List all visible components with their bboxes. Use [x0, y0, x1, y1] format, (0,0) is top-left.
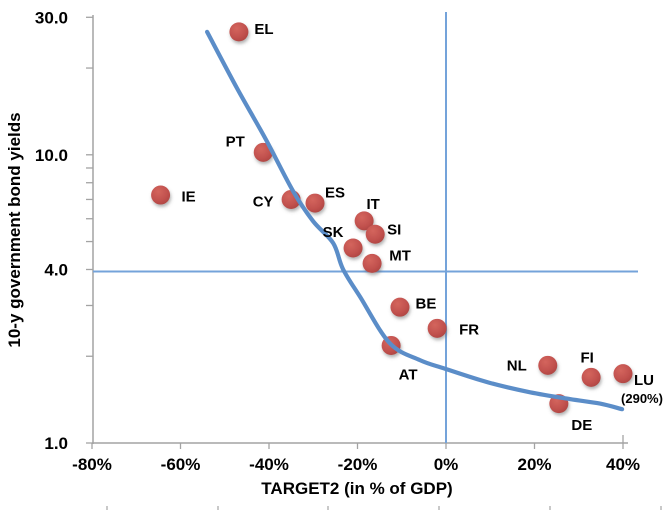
point-label-IE: IE — [181, 188, 195, 205]
x-tick-label: 0% — [434, 455, 459, 474]
x-tick-label: -40% — [249, 455, 289, 474]
point-label-EL: EL — [254, 21, 273, 38]
point-SK — [343, 238, 363, 258]
point-label-FR: FR — [459, 322, 479, 339]
point-label-AT: AT — [399, 367, 418, 384]
point-label-FI: FI — [580, 350, 593, 367]
point-EL — [229, 22, 249, 42]
point-label-CY: CY — [253, 194, 274, 211]
point-MT — [362, 253, 382, 273]
point-SI — [365, 224, 385, 244]
point-label-ES: ES — [325, 184, 345, 201]
point-label-IT: IT — [366, 196, 379, 213]
point-label-MT: MT — [389, 248, 411, 265]
point-labels: EL PT IE CY ES IT SI SK MT BE FR AT NL FI LU (290%) DE — [181, 21, 662, 434]
x-tick-label: 20% — [517, 455, 551, 474]
point-label-PT: PT — [226, 134, 245, 151]
x-tick-label: -60% — [161, 455, 201, 474]
point-label-DE: DE — [571, 417, 592, 434]
y-axis-title: 10-y government bond yields — [5, 112, 24, 347]
y-tick-label: 4.0 — [44, 260, 68, 279]
point-label-NL: NL — [507, 358, 527, 375]
x-tick-label: -20% — [338, 455, 378, 474]
point-IT — [354, 211, 374, 231]
x-tick-label: -80% — [72, 455, 112, 474]
point-FI — [581, 367, 601, 387]
point-label-BE: BE — [416, 295, 437, 312]
point-sublabel-LU: (290%) — [621, 391, 663, 406]
point-FR — [427, 318, 447, 338]
point-IE — [151, 185, 171, 205]
x-tick-label: 40% — [606, 455, 640, 474]
trend-curve-path — [205, 29, 625, 412]
point-label-LU: LU — [634, 372, 654, 389]
x-axis-title: TARGET2 (in % of GDP) — [261, 479, 452, 498]
y-tick-label: 30.0 — [35, 8, 68, 27]
point-BE — [390, 297, 410, 317]
trend-curve — [205, 29, 625, 412]
point-ES — [305, 193, 325, 213]
data-points — [151, 22, 633, 414]
axes: 30.0 10.0 4.0 1.0-80% -60% -40% -20% 0% 20% 40% — [35, 8, 640, 474]
y-tick-label: 10.0 — [35, 146, 68, 165]
bottom-tick-row — [106, 506, 662, 510]
point-label-SI: SI — [387, 221, 401, 238]
point-label-SK: SK — [323, 224, 344, 241]
y-tick-label: 1.0 — [44, 434, 68, 453]
point-NL — [538, 355, 558, 375]
point-LU — [613, 364, 633, 384]
